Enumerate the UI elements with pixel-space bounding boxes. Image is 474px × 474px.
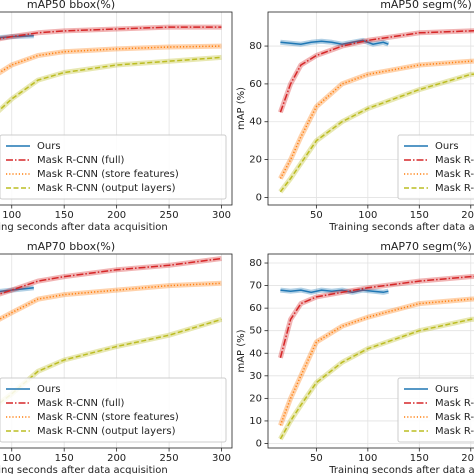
legend-box (0, 377, 227, 443)
legend-label: Ours (37, 141, 61, 152)
series-line (0, 56, 222, 111)
y-tick-label: 10 (249, 416, 262, 427)
axes-frame (267, 11, 474, 206)
chart-title: mAP50 bbox(%) (27, 0, 115, 11)
legend-label: Mask R-CNN (full) (435, 155, 474, 166)
y-tick-label: 0 (256, 438, 262, 449)
x-tick-label: 200 (461, 210, 474, 221)
series-line (0, 26, 222, 40)
subplot: 100 150 200 250 300 mAP50 bbox(%) Training sec… (0, 0, 233, 233)
legend-box (397, 134, 474, 200)
series-line (0, 318, 222, 404)
legend-label: Ours (37, 384, 61, 395)
series-line (280, 39, 389, 45)
y-tick-label: 0 (256, 192, 262, 203)
y-tick-label: 60 (249, 303, 262, 314)
series-band (0, 43, 222, 76)
x-axis-label: Training seconds after data acquisition (0, 465, 168, 474)
x-tick-label: 150 (55, 210, 74, 221)
x-tick-label: 150 (410, 453, 429, 464)
x-tick-label: 200 (107, 210, 126, 221)
x-tick-label: 300 (212, 453, 231, 464)
y-axis-label: mAP (%) (236, 87, 247, 130)
x-tick-label: 250 (160, 453, 179, 464)
series-band (0, 54, 222, 114)
legend-label: Mask R-CNN (store features) (37, 169, 179, 180)
series-line (279, 318, 474, 440)
legend-label: Mask R-CNN (full) (37, 155, 125, 166)
chart-title: mAP70 bbox(%) (27, 240, 115, 253)
x-axis-label: Training seconds after data acquisition (328, 222, 474, 233)
x-axis-label: Training seconds after data acquisition (0, 222, 168, 233)
y-tick-label: 80 (249, 258, 262, 269)
legend-label: Ours (435, 384, 459, 395)
legend-box (0, 134, 227, 200)
series-line (279, 275, 474, 358)
axes-frame (267, 253, 474, 449)
legend-label: Mask R-CNN (full) (435, 398, 474, 409)
series-line (279, 60, 474, 179)
x-tick-label: 50 (310, 453, 323, 464)
legend-label: Mask R-CNN (output layers) (37, 426, 176, 437)
y-tick-label: 70 (249, 281, 262, 292)
y-tick-label: 80 (249, 41, 262, 52)
legend-label: Ours (435, 141, 459, 152)
chart-title: mAP50 segm(%) (380, 0, 472, 11)
axes-frame (0, 253, 233, 449)
series-line (279, 73, 474, 193)
legend-label: Mask R-CNN (store features) (37, 412, 179, 423)
x-tick-label: 100 (358, 453, 377, 464)
y-tick-label: 40 (249, 348, 262, 359)
y-tick-label: 60 (249, 79, 262, 90)
series-line (280, 289, 389, 294)
subplot: 50 100 150 200 0 10 20 30 40 50 60 70 80 mAP70 segm(%… (236, 240, 474, 474)
legend-label: Mask R-CNN (store features) (435, 412, 474, 423)
x-tick-label: 100 (2, 210, 21, 221)
legend-box (397, 377, 474, 443)
chart-title: mAP70 segm(%) (380, 240, 472, 253)
subplot: 100 150 200 250 300 mAP70 bbox(%) Training sec… (0, 240, 233, 474)
y-axis-label: mAP (%) (236, 329, 247, 372)
x-tick-label: 200 (107, 453, 126, 464)
series-band (278, 28, 474, 114)
x-tick-label: 300 (212, 210, 231, 221)
series-line (0, 287, 34, 293)
y-tick-label: 40 (249, 117, 262, 128)
axes-frame (0, 11, 233, 206)
y-tick-label: 50 (249, 326, 262, 337)
series-band (0, 280, 222, 322)
x-tick-label: 100 (358, 210, 377, 221)
legend-label: Mask R-CNN (store features) (435, 169, 474, 180)
subplot: 50 100 150 200 0 20 40 60 80 mAP50 segm(%) Trainin… (236, 0, 474, 233)
y-tick-label: 20 (249, 393, 262, 404)
x-tick-label: 100 (2, 453, 21, 464)
y-tick-label: 20 (249, 155, 262, 166)
x-axis-label: Training seconds after data acquisition (328, 465, 474, 474)
series-band (278, 296, 474, 427)
x-tick-label: 50 (310, 210, 323, 221)
series-line (0, 257, 222, 295)
x-tick-label: 250 (160, 210, 179, 221)
y-tick-label: 30 (249, 371, 262, 382)
series-line (0, 34, 34, 39)
x-tick-label: 150 (55, 453, 74, 464)
x-tick-label: 150 (410, 210, 429, 221)
legend-label: Mask R-CNN (full) (37, 398, 125, 409)
legend-label: Mask R-CNN (output layers) (37, 183, 176, 194)
x-tick-label: 200 (461, 453, 474, 464)
legend-label: Mask R-CNN (output layers) (435, 426, 474, 437)
legend-label: Mask R-CNN (output layers) (435, 183, 474, 194)
